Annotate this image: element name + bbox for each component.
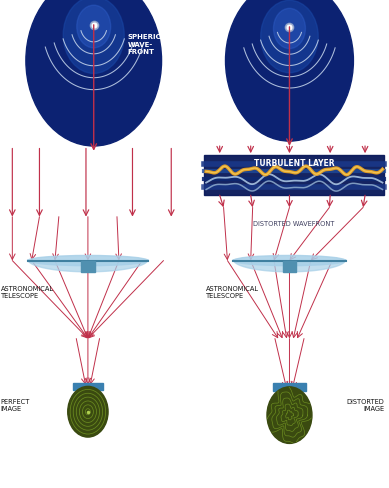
Circle shape: [68, 386, 108, 437]
FancyBboxPatch shape: [273, 384, 306, 391]
Circle shape: [261, 1, 318, 74]
Polygon shape: [233, 260, 346, 272]
FancyBboxPatch shape: [73, 383, 103, 390]
Text: DISTORTED
IMAGE: DISTORTED IMAGE: [347, 398, 384, 411]
FancyBboxPatch shape: [204, 156, 384, 196]
Circle shape: [226, 0, 354, 142]
Text: PERFECT
IMAGE: PERFECT IMAGE: [1, 398, 30, 411]
Circle shape: [26, 0, 161, 147]
Text: DISTORTED WAVEFRONT: DISTORTED WAVEFRONT: [252, 221, 334, 226]
Circle shape: [63, 0, 124, 74]
FancyBboxPatch shape: [81, 261, 95, 272]
Circle shape: [267, 387, 312, 444]
Text: ASTRONOMICAL
TELESCOPE: ASTRONOMICAL TELESCOPE: [206, 285, 259, 299]
FancyBboxPatch shape: [283, 261, 296, 272]
Polygon shape: [28, 260, 148, 272]
Circle shape: [77, 6, 111, 49]
Circle shape: [273, 9, 305, 49]
Text: SPHERICAL
WAVE-
FRONT: SPHERICAL WAVE- FRONT: [128, 34, 171, 55]
Ellipse shape: [28, 256, 148, 266]
Text: ASTRONOMICAL
TELESCOPE: ASTRONOMICAL TELESCOPE: [1, 285, 54, 299]
Ellipse shape: [233, 256, 346, 266]
Text: TURBULENT LAYER: TURBULENT LAYER: [254, 159, 335, 167]
